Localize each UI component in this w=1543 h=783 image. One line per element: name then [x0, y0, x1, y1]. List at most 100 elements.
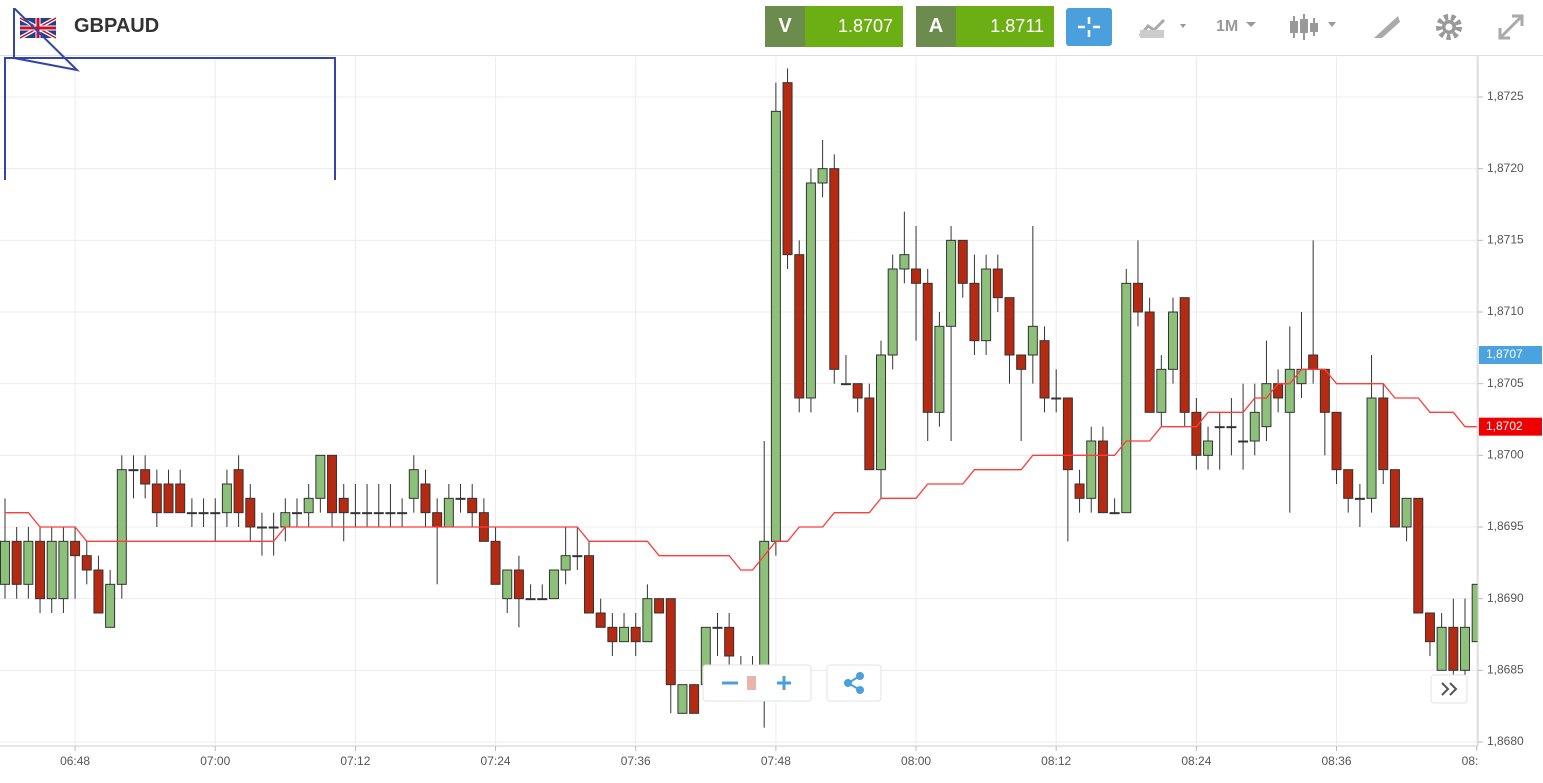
bid-button[interactable]: V 1.8707 — [765, 6, 903, 47]
timeframe-caret — [1246, 22, 1256, 27]
candle-body — [373, 512, 384, 515]
x-tick-label: 07:48 — [761, 754, 791, 768]
x-tick-label: 07:36 — [621, 754, 651, 768]
candle-body — [256, 526, 267, 529]
candle-body — [887, 268, 898, 356]
candle-body — [1249, 411, 1260, 442]
candle-body — [1039, 340, 1050, 399]
candle-body — [1296, 368, 1307, 385]
bid-value: 1.8707 — [805, 6, 903, 47]
candle-body — [1331, 411, 1342, 471]
candle-body — [1238, 440, 1249, 443]
candle-body — [840, 383, 851, 386]
candle-body — [1413, 497, 1424, 614]
candle-body — [1284, 368, 1295, 413]
candle-body — [221, 483, 232, 514]
settings-button[interactable] — [1434, 12, 1464, 42]
share-button[interactable] — [826, 664, 882, 702]
scroll-right-button[interactable] — [1430, 674, 1468, 704]
y-tick-label: 1,8685 — [1487, 663, 1524, 677]
candle-body — [292, 512, 302, 515]
candle-body — [1004, 297, 1015, 356]
moving-average-line — [5, 368, 1477, 571]
x-tick-label: 08:00 — [901, 754, 931, 768]
candle-body — [560, 555, 571, 571]
candle-body — [350, 512, 361, 515]
candle-body — [654, 598, 665, 614]
candle-body — [1074, 483, 1085, 499]
candle-body — [1051, 397, 1062, 400]
candle-body — [1214, 426, 1225, 429]
candle-body — [1109, 512, 1120, 515]
candle-body — [1401, 497, 1412, 528]
ask-value: 1.8711 — [956, 6, 1054, 47]
overview-window[interactable] — [3, 8, 339, 180]
candle-body — [1343, 469, 1354, 499]
ask-label: A — [916, 6, 956, 47]
candle-body — [116, 469, 127, 585]
candle-body — [642, 598, 653, 643]
zoom-controls — [702, 664, 882, 702]
candle-body — [280, 512, 291, 528]
candle-body — [876, 354, 886, 471]
candle-body — [630, 626, 641, 643]
candle-body — [525, 598, 536, 601]
price-marker — [1479, 417, 1542, 436]
candle-body — [420, 483, 431, 514]
candle-body — [1273, 383, 1284, 399]
candle-body — [455, 497, 466, 500]
candle-body — [677, 684, 688, 714]
candle-body — [198, 512, 209, 515]
candle-body — [1179, 297, 1190, 413]
fullscreen-button[interactable] — [1496, 12, 1526, 42]
candle-body — [35, 540, 46, 600]
candle-body — [934, 325, 945, 413]
candle-body — [572, 555, 583, 558]
candle-body — [58, 540, 69, 600]
candle-body — [1308, 354, 1319, 370]
candle-body — [607, 626, 618, 643]
x-tick-label: 08:24 — [1181, 754, 1211, 768]
symbol: GBPAUD — [74, 15, 160, 37]
candle-body — [467, 497, 478, 514]
bid-label: V — [765, 6, 805, 47]
zoom-button-group[interactable] — [702, 664, 812, 702]
candle-body — [1016, 354, 1027, 370]
candle-body — [1121, 282, 1132, 514]
candle-body — [93, 569, 104, 614]
candle-body — [1062, 397, 1073, 471]
chart-type-button[interactable] — [1136, 12, 1196, 42]
candle-body — [105, 583, 116, 628]
drawing-tool-button[interactable] — [1372, 12, 1402, 42]
candle-body — [1366, 397, 1377, 499]
candle-body — [385, 512, 396, 515]
crosshair-button[interactable] — [1066, 8, 1112, 46]
x-tick-label: 07:12 — [340, 754, 370, 768]
y-tick-label: 1,8705 — [1487, 376, 1524, 390]
candle-body — [817, 168, 828, 184]
y-tick-label: 1,8695 — [1487, 519, 1524, 533]
candle-body — [186, 512, 197, 515]
x-tick-label: 08:12 — [1041, 754, 1071, 768]
candle-body — [992, 268, 1003, 299]
candle-body — [233, 469, 244, 514]
candle-body — [537, 598, 548, 601]
y-tick-label: 1,8725 — [1487, 89, 1524, 103]
candle-body — [595, 612, 606, 628]
timeframe[interactable]: 1M — [1216, 18, 1239, 35]
candle-body — [128, 469, 139, 472]
candle-body — [397, 512, 408, 515]
candle-body — [70, 540, 81, 557]
candle-body — [548, 569, 559, 600]
candle-body — [1319, 368, 1330, 413]
candle-body — [864, 397, 875, 471]
candle-body — [1226, 426, 1237, 429]
candle-body — [1168, 311, 1178, 370]
candle-style-button[interactable] — [1288, 12, 1348, 42]
candle-body — [724, 626, 735, 657]
y-tick-label: 1,8715 — [1487, 233, 1524, 247]
candle-body — [432, 512, 443, 528]
candle-body — [0, 540, 10, 585]
ask-button[interactable]: A 1.8711 — [916, 6, 1054, 47]
candle-body — [794, 254, 805, 399]
